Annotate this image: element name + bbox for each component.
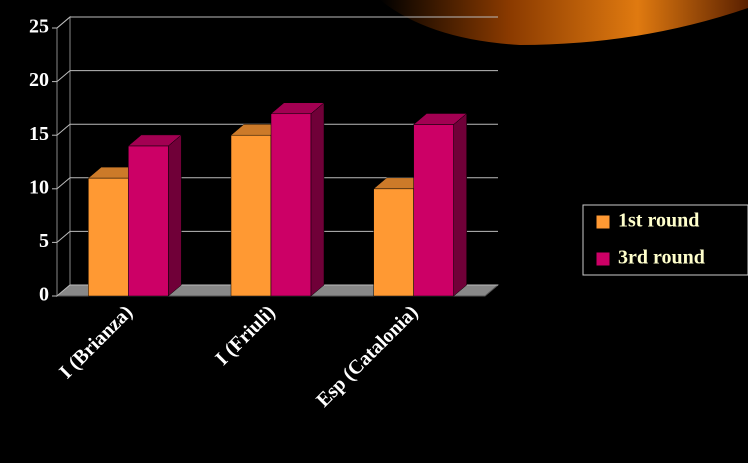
side-wall	[56, 15, 71, 298]
bar	[412, 112, 468, 297]
bar-face	[270, 113, 312, 297]
legend-swatch	[595, 251, 611, 267]
y-tick-label: 15	[29, 123, 49, 145]
y-tick-label: 5	[39, 230, 49, 252]
y-tick-label: 0	[39, 284, 49, 306]
grid-line	[56, 16, 498, 29]
x-tick-label: I (Friuli)	[211, 301, 280, 370]
bar-face	[270, 102, 325, 115]
x-tick-label: I (Brianza)	[55, 301, 137, 383]
bar-face	[168, 134, 182, 297]
grid-line	[56, 70, 498, 82]
y-tick-label: 25	[29, 16, 49, 38]
decoration	[380, 0, 748, 45]
y-tick-label: 20	[29, 69, 49, 91]
bar-face	[230, 134, 272, 297]
bar-face	[412, 113, 468, 125]
grid-line	[56, 284, 498, 297]
legend-label: 1st round	[618, 210, 699, 232]
y-tick-label: 10	[29, 176, 49, 198]
x-tick-label: Esp (Catalonia)	[312, 301, 422, 411]
grid-line	[56, 230, 498, 243]
bar-face	[453, 112, 467, 297]
bar-face	[128, 145, 169, 297]
bar-face	[127, 134, 183, 147]
bar	[127, 134, 183, 297]
legend-swatch	[595, 214, 611, 230]
bar-face	[310, 102, 325, 297]
bar-face	[413, 124, 454, 297]
legend-label: 3rd round	[618, 247, 705, 269]
bar-face	[88, 177, 129, 297]
grid-line	[56, 177, 498, 190]
bar-face	[373, 188, 414, 297]
grid-line	[56, 123, 498, 136]
bar	[270, 102, 325, 297]
